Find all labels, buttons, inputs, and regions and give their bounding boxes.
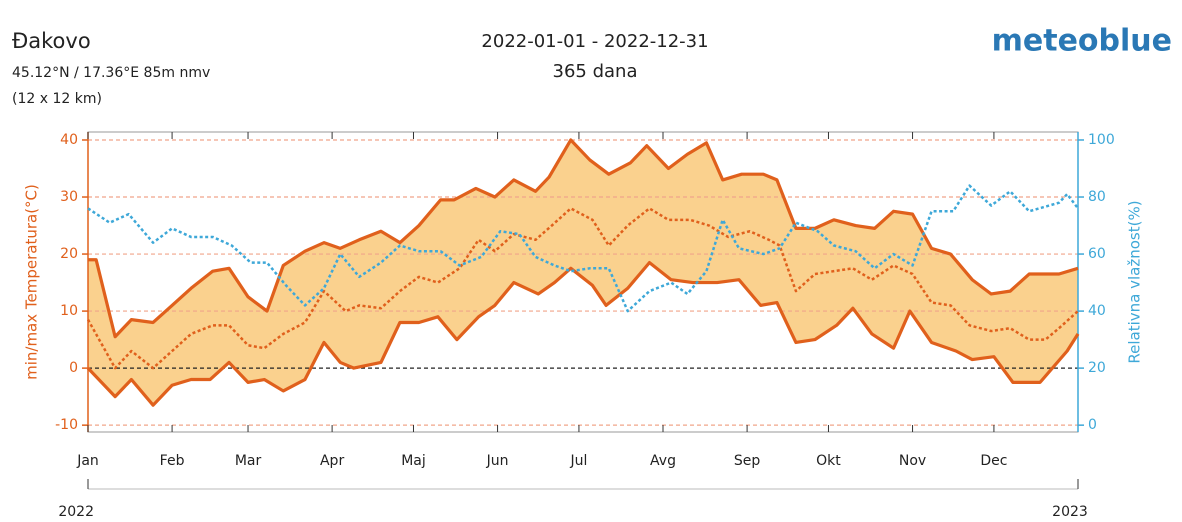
period: 2022-01-01 - 2022-12-31 — [481, 31, 708, 52]
series-line — [86, 207, 1079, 370]
x-tick-label: Jan — [76, 453, 99, 469]
days: 365 dana — [553, 61, 638, 82]
x-tick-label: Okt — [816, 453, 841, 469]
y-tick-label: 40 — [60, 132, 78, 148]
x-tick-label: Nov — [899, 453, 926, 469]
x-tick-label: Mar — [235, 453, 262, 469]
x-tick-label: Feb — [160, 453, 185, 469]
y2-tick-label: 40 — [1088, 303, 1106, 319]
resolution: (12 x 12 km) — [12, 91, 102, 107]
x-tick-label: Apr — [320, 453, 344, 469]
brand: meteoblue — [992, 24, 1172, 59]
series-line — [87, 184, 1079, 313]
y-tick-label: 20 — [60, 246, 78, 262]
y-tick-label: -10 — [55, 417, 78, 433]
y2-axis-label: Relativna vlažnost(%) — [1126, 200, 1144, 363]
x-tick-label: Sep — [734, 453, 761, 469]
x-tick-label: Jun — [486, 453, 509, 469]
x-tick-label: Avg — [650, 453, 676, 469]
y2-tick-label: 0 — [1088, 417, 1097, 433]
y2-tick-label: 100 — [1088, 132, 1115, 148]
location: Đakovo — [12, 29, 91, 53]
series-line — [86, 261, 1080, 407]
x-tick-label: Maj — [401, 453, 426, 469]
y2-tick-label: 80 — [1088, 189, 1106, 205]
y-axis-label: min/max Temperatura(°C) — [23, 184, 41, 380]
year-label: 2023 — [1052, 504, 1088, 520]
x-tick-label: Jul — [569, 453, 587, 469]
year-label: 2022 — [58, 504, 94, 520]
y2-tick-label: 20 — [1088, 360, 1106, 376]
range-band — [88, 139, 1078, 406]
x-tick-label: Dec — [980, 453, 1007, 469]
y-tick-label: 0 — [69, 360, 78, 376]
series-line — [88, 138, 1079, 339]
coordinates: 45.12°N / 17.36°E 85m nmv — [12, 65, 210, 81]
y2-tick-label: 60 — [1088, 246, 1106, 262]
y-tick-label: 30 — [60, 189, 78, 205]
y-tick-label: 10 — [60, 303, 78, 319]
